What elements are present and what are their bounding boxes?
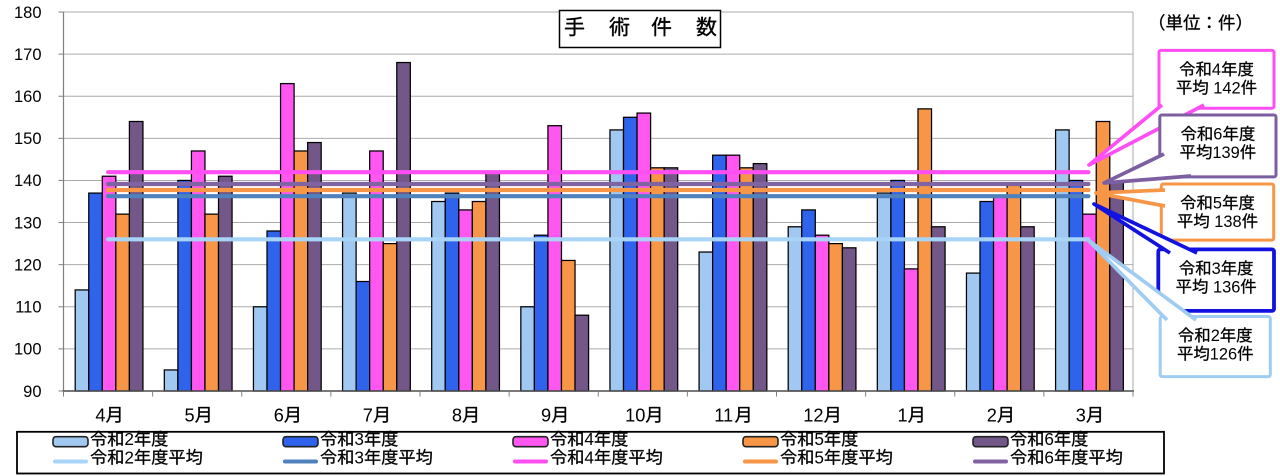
svg-text:6: 6 xyxy=(1044,447,1054,467)
svg-text:3: 3 xyxy=(1212,260,1221,278)
svg-text:150: 150 xyxy=(14,130,42,148)
svg-text:90: 90 xyxy=(23,383,41,401)
svg-text:7: 7 xyxy=(363,405,373,425)
svg-text:2: 2 xyxy=(124,447,134,467)
svg-text:6: 6 xyxy=(1044,429,1054,449)
svg-text:4: 4 xyxy=(1212,61,1221,79)
svg-text:6: 6 xyxy=(274,405,284,425)
svg-text:138: 138 xyxy=(1214,213,1241,231)
svg-text:126: 126 xyxy=(1210,346,1237,364)
svg-text:2: 2 xyxy=(124,429,134,449)
svg-text:5: 5 xyxy=(185,405,195,425)
svg-text:4: 4 xyxy=(584,447,594,467)
svg-text:139: 139 xyxy=(1212,144,1239,162)
svg-text:3: 3 xyxy=(354,447,364,467)
svg-text:12: 12 xyxy=(803,405,823,425)
svg-text:2: 2 xyxy=(987,405,997,425)
svg-text:6: 6 xyxy=(1213,126,1222,144)
svg-text:130: 130 xyxy=(14,214,42,232)
svg-text:110: 110 xyxy=(15,299,41,317)
svg-text:140: 140 xyxy=(14,172,42,190)
svg-text:170: 170 xyxy=(14,46,42,64)
svg-text:11: 11 xyxy=(714,405,733,425)
svg-text:5: 5 xyxy=(814,447,824,467)
svg-text:8: 8 xyxy=(452,405,462,425)
svg-text:2: 2 xyxy=(1211,327,1220,345)
svg-text:1: 1 xyxy=(898,405,908,425)
svg-text:180: 180 xyxy=(14,4,42,22)
svg-text:142: 142 xyxy=(1213,79,1240,97)
svg-text:120: 120 xyxy=(14,256,42,274)
svg-text:4: 4 xyxy=(584,429,594,449)
svg-text:10: 10 xyxy=(625,405,645,425)
svg-text:160: 160 xyxy=(14,88,42,106)
svg-text:5: 5 xyxy=(1213,195,1222,213)
svg-text:4: 4 xyxy=(95,405,105,425)
svg-text:5: 5 xyxy=(814,429,824,449)
svg-text:3: 3 xyxy=(354,429,364,449)
svg-text:3: 3 xyxy=(1076,405,1086,425)
svg-text:9: 9 xyxy=(541,405,551,425)
svg-text:136: 136 xyxy=(1213,278,1240,296)
svg-text:100: 100 xyxy=(14,341,42,359)
